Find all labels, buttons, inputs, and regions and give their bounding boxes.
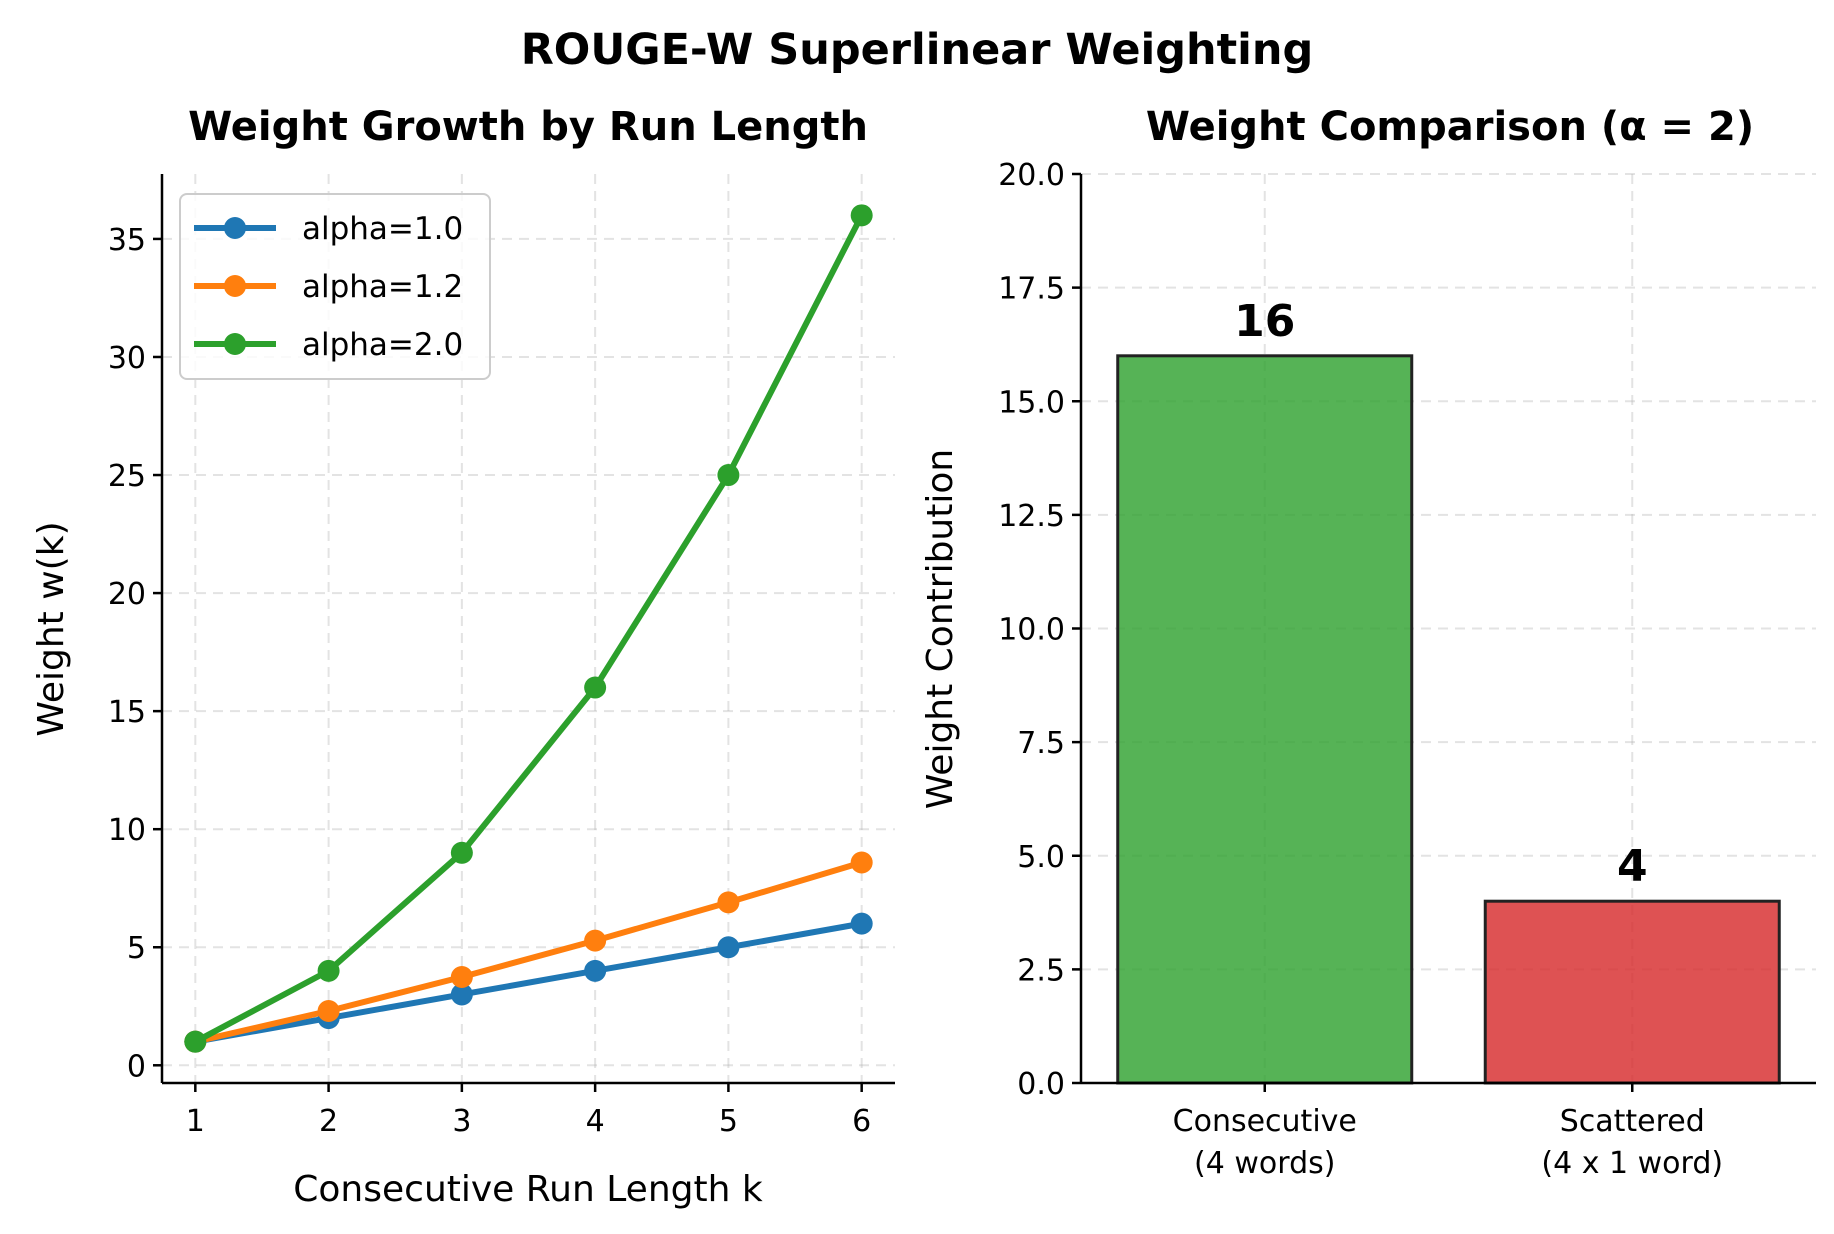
legend-swatch-marker — [224, 275, 246, 297]
legend-label: alpha=2.0 — [302, 327, 463, 363]
bar-y-tick-label: 0.0 — [1017, 1067, 1065, 1102]
legend-label: alpha=1.2 — [302, 269, 463, 305]
y-tick-label: 25 — [108, 459, 146, 494]
y-tick-label: 20 — [108, 577, 146, 612]
data-point — [450, 983, 473, 1006]
line-chart-panel: Weight Growth by Run Length 1 2 3 4 5 6 0 5 10 15… — [31, 104, 895, 1210]
x-tick-label: 5 — [719, 1104, 738, 1139]
series-line — [194, 920, 863, 1045]
bar-y-tick-label: 15.0 — [998, 385, 1065, 420]
series-alpha=1.2 — [184, 851, 873, 1053]
bar-y-tick-label: 7.5 — [1017, 726, 1065, 761]
data-point — [450, 965, 473, 988]
legend: alpha=1.0 alpha=1.2 alpha=2.0 — [179, 193, 491, 380]
data-point — [184, 1030, 207, 1053]
bar-chart-title: Weight Comparison (α = 2) — [1146, 104, 1754, 150]
data-point — [717, 891, 740, 914]
line-chart-series — [184, 204, 873, 1053]
x-tick-label: 1 — [186, 1104, 205, 1139]
bar-y-tick-label: 5.0 — [1017, 840, 1065, 875]
bar-y-tick-label: 10.0 — [998, 613, 1065, 648]
data-point — [850, 851, 873, 874]
legend-entry: alpha=1.0 — [194, 211, 463, 247]
series-line — [194, 859, 863, 1045]
data-point — [584, 959, 607, 982]
line-chart-y-label: Weight w(k) — [31, 521, 72, 736]
line-chart-x-label: Consecutive Run Length k — [293, 1169, 763, 1210]
x-tick-label: 3 — [452, 1104, 471, 1139]
bar-category-sublabel: (4 x 1 word) — [1541, 1146, 1723, 1181]
legend-box — [179, 193, 491, 380]
bar-y-tick-label: 12.5 — [998, 499, 1065, 534]
bar-chart-bars: 16 4 — [1116, 296, 1781, 1085]
line-chart-axes — [160, 174, 895, 1085]
y-tick-label: 35 — [108, 223, 146, 258]
figure-title: ROUGE-W Superlinear Weighting — [521, 25, 1314, 75]
y-tick-label: 10 — [108, 813, 146, 848]
bar-value-label: 16 — [1234, 296, 1295, 347]
legend-swatch-marker — [224, 217, 246, 239]
line-chart-title: Weight Growth by Run Length — [188, 104, 868, 150]
y-tick-label: 0 — [127, 1049, 146, 1084]
data-point — [717, 936, 740, 959]
x-tick-label: 2 — [319, 1104, 338, 1139]
data-point — [717, 464, 740, 487]
bar-category-sublabel: (4 words) — [1194, 1146, 1335, 1181]
data-point — [450, 841, 473, 864]
series-line — [193, 213, 865, 1045]
line-chart-ticks: 1 2 3 4 5 6 0 5 10 15 20 25 30 35 — [108, 223, 871, 1139]
bar-y-tick-label: 20.0 — [998, 158, 1065, 193]
y-tick-label: 30 — [108, 341, 146, 376]
bar-chart-ticks: 0.0 2.5 5.0 7.5 10.0 12.5 15.0 17.5 20.0 Consecut… — [998, 158, 1723, 1181]
legend-entry: alpha=1.2 — [194, 269, 463, 305]
bar-chart-panel: Weight Comparison (α = 2) 16 4 0.0 2.5 5.0 7… — [920, 104, 1816, 1181]
data-point — [317, 959, 340, 982]
legend-label: alpha=1.0 — [302, 211, 463, 247]
legend-entry: alpha=2.0 — [194, 327, 463, 363]
series-alpha=2.0 — [184, 204, 873, 1053]
bar-y-tick-label: 2.5 — [1017, 953, 1065, 988]
series-alpha=1.0 — [184, 912, 873, 1053]
bar-value-label: 4 — [1617, 841, 1648, 892]
data-point — [317, 999, 340, 1022]
x-tick-label: 4 — [586, 1104, 605, 1139]
y-tick-label: 15 — [108, 695, 146, 730]
data-point — [850, 204, 873, 227]
x-tick-label: 6 — [852, 1104, 871, 1139]
bar-category-label: Scattered — [1560, 1104, 1705, 1139]
bar — [1483, 899, 1781, 1085]
legend-swatch-marker — [224, 333, 246, 355]
legend-items: alpha=1.0 alpha=1.2 alpha=2.0 — [194, 211, 463, 363]
data-point — [584, 929, 607, 952]
bar-chart-y-label: Weight Contribution — [920, 449, 961, 809]
bar — [1116, 354, 1414, 1085]
bar-category-label: Consecutive — [1173, 1104, 1357, 1139]
data-point — [850, 912, 873, 935]
y-tick-label: 5 — [127, 931, 146, 966]
bar-y-tick-label: 17.5 — [998, 272, 1065, 307]
data-point — [584, 676, 607, 699]
